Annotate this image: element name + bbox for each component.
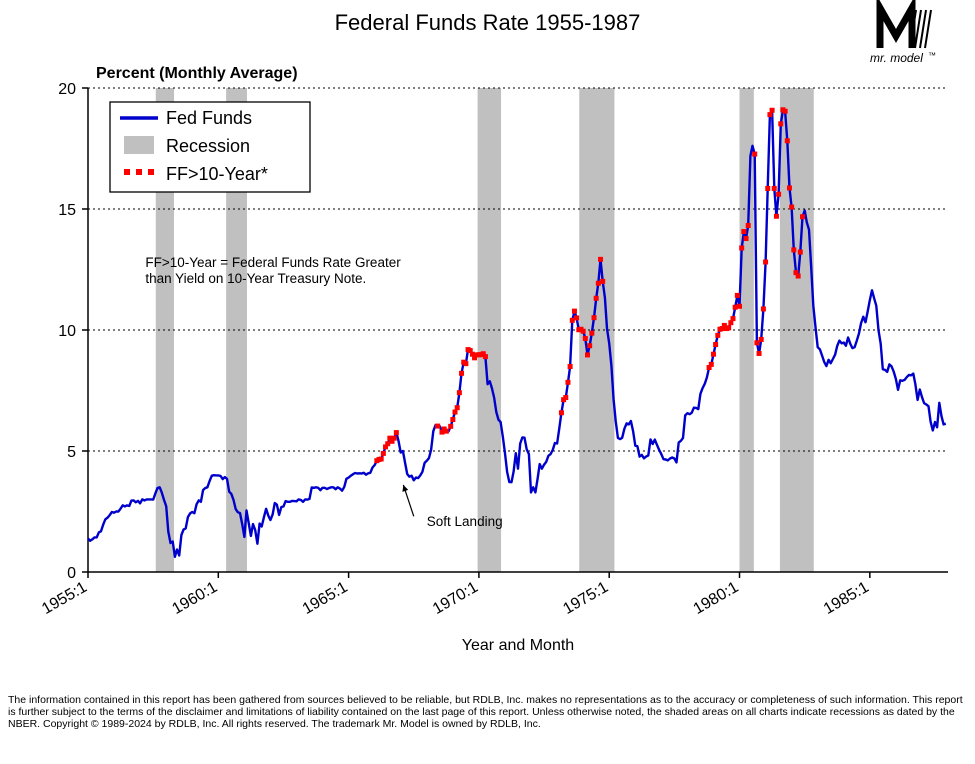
ff-gt-10yr-marker (744, 236, 749, 241)
ff-gt-10yr-marker (594, 296, 599, 301)
x-axis-label: Year and Month (462, 637, 574, 654)
ff-gt-10yr-marker (752, 152, 757, 157)
legend-label: Recession (166, 136, 250, 156)
ff-gt-10yr-marker (572, 309, 577, 314)
ff-gt-10yr-marker (726, 325, 731, 330)
ff-gt-10yr-marker (713, 342, 718, 347)
y-tick-label: 0 (67, 565, 76, 582)
ff-gt-10yr-marker (772, 186, 777, 191)
chart-title: Federal Funds Rate 1955-1987 (335, 10, 641, 35)
ff-gt-10yr-marker (587, 343, 592, 348)
ff-gt-10yr-marker (457, 390, 462, 395)
ff-gt-10yr-marker (565, 380, 570, 385)
ff-gt-10yr-marker (791, 247, 796, 252)
ff-gt-10yr-marker (483, 354, 488, 359)
ff-gt-10yr-marker (448, 424, 453, 429)
ff-gt-10yr-marker (574, 315, 579, 320)
ff-gt-10yr-marker (735, 293, 740, 298)
ff-gt-10yr-marker (715, 333, 720, 338)
ff-gt-10yr-marker (600, 279, 605, 284)
ff-gt-10yr-marker (379, 456, 384, 461)
ff-gt-10yr-marker (581, 329, 586, 334)
ff-gt-10yr-marker (746, 223, 751, 228)
ff-gt-10yr-marker (598, 257, 603, 262)
ff-gt-10yr-marker (592, 315, 597, 320)
chart-subtitle: Percent (Monthly Average) (96, 65, 298, 82)
ff-gt-10yr-marker (796, 274, 801, 279)
ff-gt-10yr-marker (778, 121, 783, 126)
ff-gt-10yr-marker (757, 351, 762, 356)
ff-gt-10yr-marker (733, 305, 738, 310)
ff-gt-10yr-marker (763, 259, 768, 264)
soft-landing-label: Soft Landing (427, 514, 503, 529)
svg-text:™: ™ (928, 51, 936, 60)
svg-text:mr. model: mr. model (870, 51, 923, 65)
ff-gt-10yr-marker (731, 316, 736, 321)
ff-gt-10yr-marker (589, 331, 594, 336)
ff-gt-10yr-marker (585, 352, 590, 357)
ff-gt-10yr-marker (392, 436, 397, 441)
ff-gt-10yr-marker (739, 245, 744, 250)
ff-gt-10yr-marker (783, 109, 788, 114)
ff-gt-10yr-marker (765, 186, 770, 191)
ff-gt-10yr-marker (563, 395, 568, 400)
ff-gt-10yr-marker (463, 361, 468, 366)
ff-gt-10yr-marker (394, 430, 399, 435)
y-tick-label: 10 (58, 323, 76, 340)
legend-label: FF>10-Year* (166, 164, 268, 184)
ff-gt-10yr-marker (787, 185, 792, 190)
ff-gt-10yr-marker (381, 451, 386, 456)
ff-gt-10yr-marker (568, 364, 573, 369)
ff-gt-10yr-marker (385, 441, 390, 446)
y-tick-label: 5 (67, 444, 76, 461)
y-tick-label: 20 (58, 81, 76, 98)
legend-label: Fed Funds (166, 108, 252, 128)
ff-gt-10yr-marker (754, 340, 759, 345)
ff-gt-10yr-marker (709, 362, 714, 367)
ff-gt-10yr-marker (453, 410, 458, 415)
ff-note-line-2: than Yield on 10-Year Treasury Note. (145, 271, 366, 286)
ff-gt-10yr-marker (776, 192, 781, 197)
ff-gt-10yr-marker (785, 138, 790, 143)
ff-gt-10yr-marker (711, 352, 716, 357)
ff-gt-10yr-marker (450, 417, 455, 422)
recession-band (740, 88, 754, 572)
ff-gt-10yr-marker (583, 336, 588, 341)
ff-gt-10yr-marker (455, 405, 460, 410)
ff-gt-10yr-marker (789, 205, 794, 210)
ff-gt-10yr-marker (435, 424, 440, 429)
ff-gt-10yr-marker (798, 250, 803, 255)
disclaimer-text: The information contained in this report… (8, 694, 967, 730)
ff-gt-10yr-marker (444, 429, 449, 434)
ff-gt-10yr-marker (800, 214, 805, 219)
ff-note-line-1: FF>10-Year = Federal Funds Rate Greater (145, 255, 401, 270)
ff-gt-10yr-marker (767, 112, 772, 117)
ff-gt-10yr-marker (559, 410, 564, 415)
ff-gt-10yr-marker (459, 371, 464, 376)
ff-gt-10yr-marker (759, 337, 764, 342)
chart: 051015201955:11960:11965:11970:11975:119… (0, 0, 975, 764)
ff-gt-10yr-marker (770, 108, 775, 113)
ff-gt-10yr-marker (774, 214, 779, 219)
ff-gt-10yr-marker (596, 281, 601, 286)
y-tick-label: 15 (58, 202, 76, 219)
ff-gt-10yr-marker (570, 318, 575, 323)
ff-gt-10yr-marker (761, 306, 766, 311)
ff-gt-10yr-marker (737, 304, 742, 309)
ff-gt-10yr-marker (741, 229, 746, 234)
